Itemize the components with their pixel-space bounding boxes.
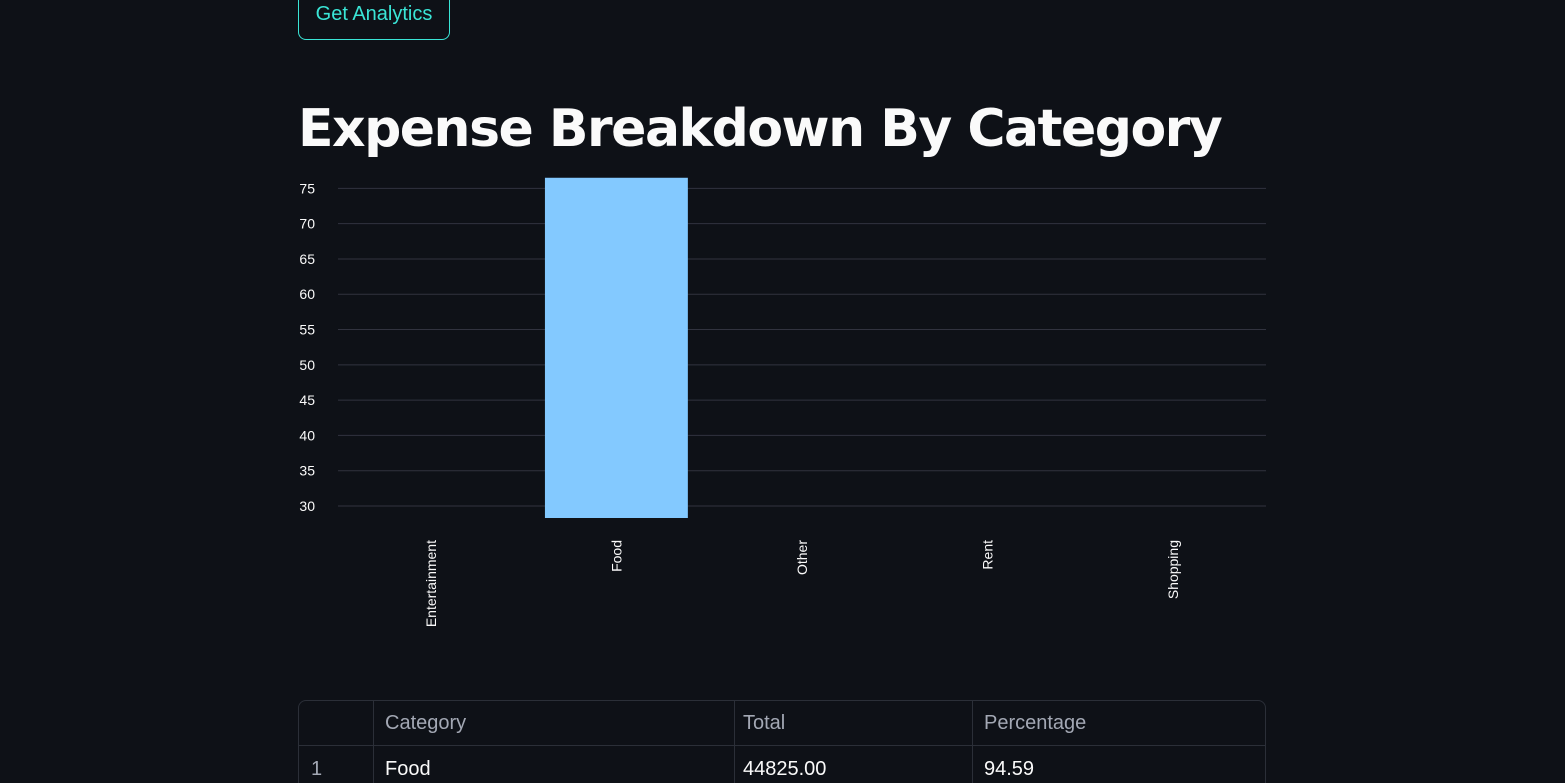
table-header-row: Category Total Percentage [299, 701, 1265, 746]
page-title: Expense Breakdown By Category [298, 99, 1223, 159]
x-tick-label: Other [794, 540, 810, 575]
percentage-cell: 94.59 [984, 757, 1035, 780]
y-tick-label: 40 [299, 427, 315, 443]
x-tick-label: Food [608, 540, 624, 572]
index-header [299, 701, 374, 745]
y-tick-label: 50 [299, 357, 315, 373]
x-tick-label: Shopping [1165, 540, 1181, 599]
y-tick-label: 35 [299, 463, 315, 479]
x-tick-label: Rent [980, 540, 996, 570]
expense-bar-chart: 30 35 40 45 50 55 60 65 70 75 Entertainment Food Oth… [299, 177, 1266, 627]
y-tick-label: 30 [299, 498, 315, 514]
y-tick-label: 45 [299, 392, 315, 408]
category-cell: Food [374, 746, 735, 783]
bar-food [544, 177, 688, 518]
x-tick-label: Entertainment [423, 540, 439, 627]
total-header[interactable]: Total [735, 701, 973, 745]
y-tick-label: 55 [299, 322, 315, 338]
percentage-header[interactable]: Percentage [984, 711, 1087, 734]
y-tick-label: 65 [299, 251, 315, 267]
y-tick-label: 60 [299, 286, 315, 302]
get-analytics-button[interactable]: Get Analytics [298, 0, 450, 40]
y-tick-label: 75 [299, 180, 315, 196]
row-index: 1 [299, 746, 374, 783]
y-tick-label: 70 [299, 216, 315, 232]
category-table: Category Total Percentage 1 Food 44825.0… [298, 700, 1266, 783]
total-cell: 44825.00 [735, 746, 973, 783]
table-row[interactable]: 1 Food 44825.00 94.59 [299, 746, 1265, 783]
category-header[interactable]: Category [374, 701, 735, 745]
